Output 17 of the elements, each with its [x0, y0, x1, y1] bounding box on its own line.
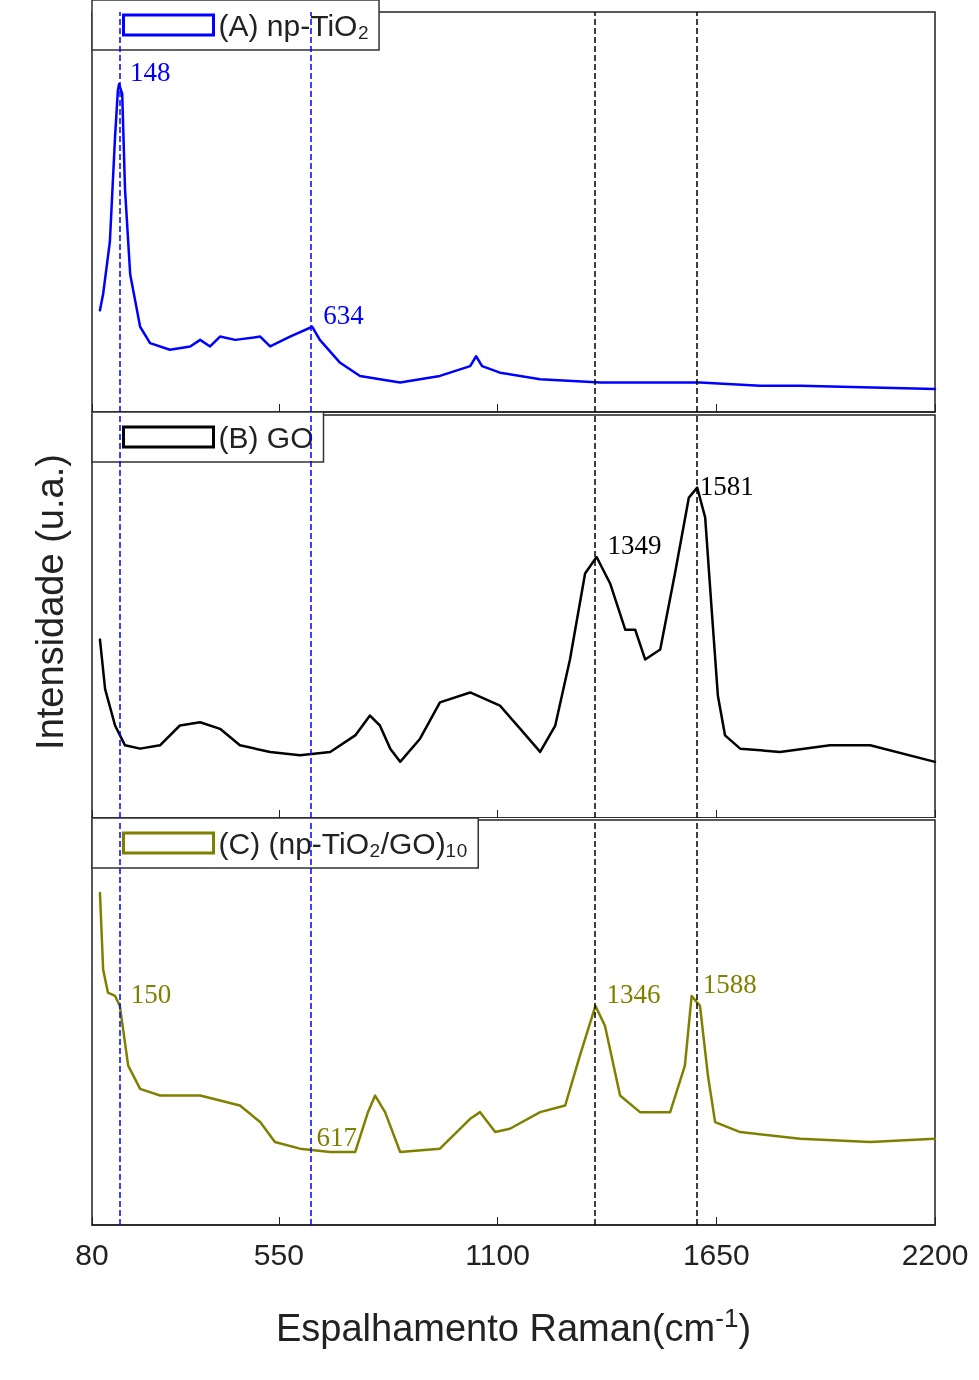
annotation: 1346 [606, 978, 661, 1009]
legend-label: (A) np-TiO₂ [218, 8, 370, 42]
x-tick-label: 2200 [901, 1237, 969, 1271]
x-tick-label: 80 [75, 1237, 109, 1271]
annotation: 1581 [699, 470, 754, 501]
annotation: 1588 [702, 968, 757, 999]
y-axis-title: Intensidade (u.a.) [28, 453, 72, 752]
legend-label: (C) (np-TiO₂/GO)₁₀ [218, 826, 469, 860]
legend-label: (B) GO [218, 420, 314, 454]
annotation: 634 [323, 299, 365, 330]
annotation: 150 [130, 978, 172, 1009]
annotation: 148 [130, 57, 171, 88]
annotation: 617 [316, 1121, 358, 1152]
x-tick-label: 550 [253, 1237, 304, 1271]
x-tick-label: 1650 [682, 1237, 750, 1271]
x-tick-label: 1100 [465, 1237, 530, 1271]
annotation: 1349 [607, 530, 662, 561]
